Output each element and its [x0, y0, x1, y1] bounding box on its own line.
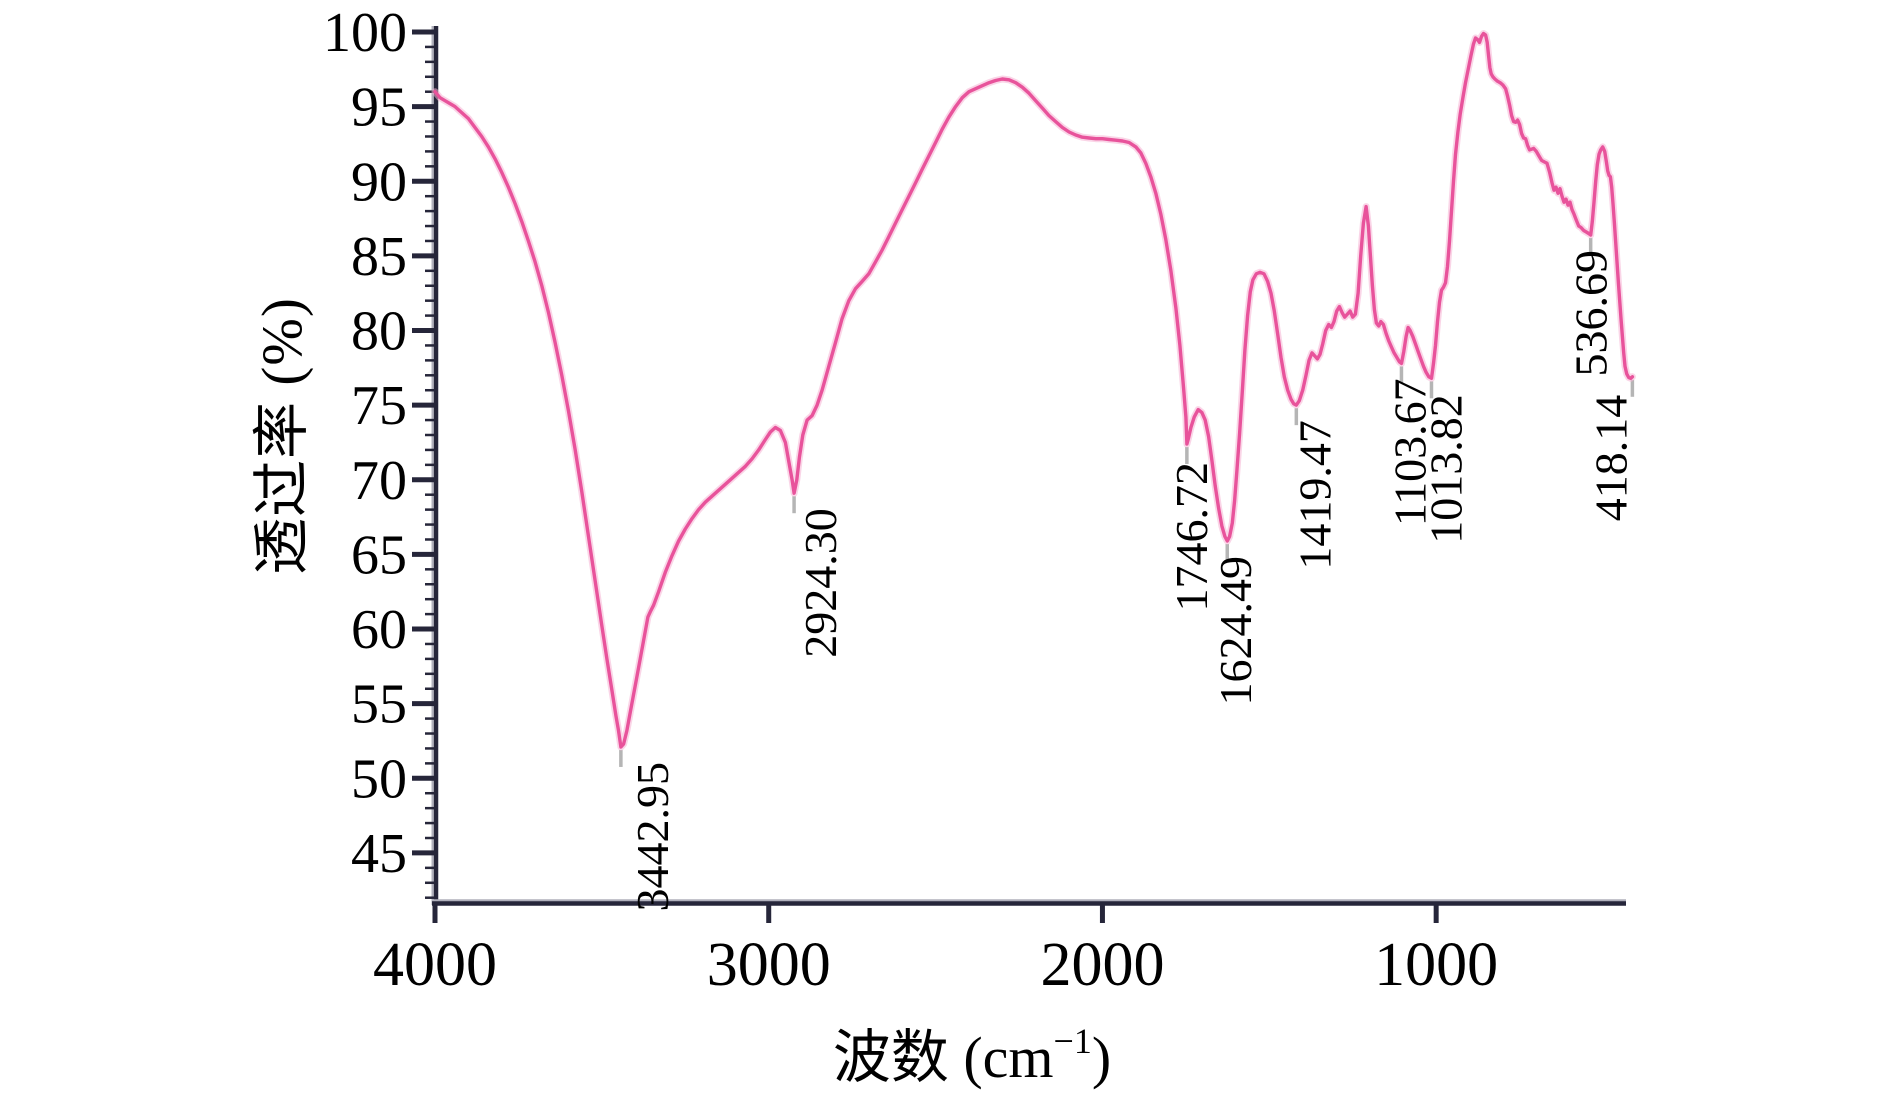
peak-label: 1624.49 — [1210, 556, 1261, 706]
peak-label: 3442.95 — [627, 762, 678, 912]
peak-label: 536.69 — [1566, 250, 1617, 376]
y-axis-title-text: 透过率 (%) — [251, 297, 314, 575]
y-tick-label: 75 — [351, 375, 407, 437]
y-tick-label: 65 — [351, 524, 407, 586]
y-tick-label: 90 — [351, 151, 407, 213]
spectrum-curve — [433, 31, 1635, 749]
spectrum-curve-halo — [431, 30, 1636, 751]
peak-label: 2924.30 — [795, 508, 846, 657]
x-axis-title: 波数 (cm−1) — [833, 1010, 1111, 1094]
x-axis-title-text: 波数 (cm — [832, 1025, 1054, 1090]
peak-label: 1746.72 — [1166, 462, 1217, 612]
peak-label: 1419.47 — [1289, 420, 1340, 570]
y-tick-label: 95 — [351, 77, 407, 139]
y-tick-label: 55 — [351, 674, 407, 736]
x-axis-title-close: ) — [1091, 1025, 1112, 1090]
y-axis-title: 透过率 (%) — [236, 297, 318, 575]
y-tick-label: 80 — [351, 301, 407, 363]
x-tick-label: 3000 — [707, 931, 831, 999]
x-tick-label: 4000 — [373, 931, 497, 999]
peak-label: 1103.67 — [1384, 378, 1435, 526]
y-tick-label: 85 — [351, 226, 407, 288]
x-tick-label: 2000 — [1040, 931, 1164, 999]
y-tick-label: 100 — [323, 2, 407, 64]
peak-label: 1013.82 — [1420, 394, 1471, 544]
x-axis-title-superscript: −1 — [1053, 1021, 1092, 1061]
y-tick-label: 60 — [351, 599, 407, 661]
y-tick-label: 45 — [351, 823, 407, 885]
y-tick-label: 50 — [351, 748, 407, 810]
y-tick-label: 70 — [351, 450, 407, 512]
x-tick-label: 1000 — [1374, 931, 1498, 999]
peak-label: 418.14 — [1585, 395, 1636, 522]
